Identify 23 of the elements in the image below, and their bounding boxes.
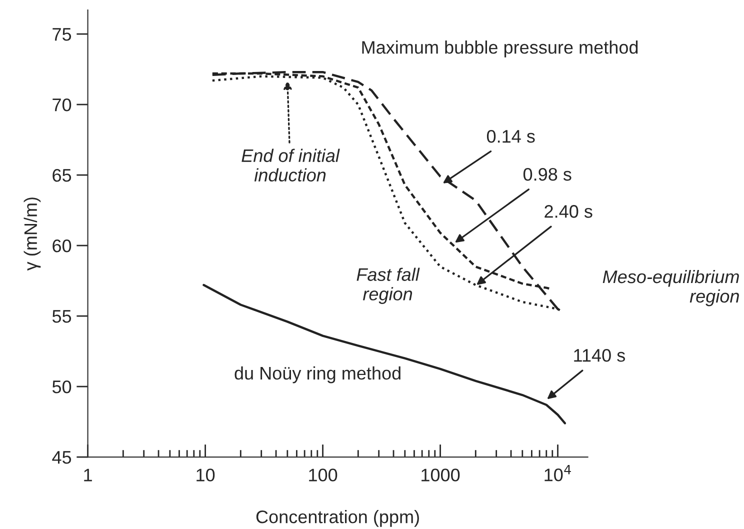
y-tick-label: 60 <box>52 239 72 252</box>
annotation: End of initial induction <box>242 148 340 182</box>
annotation: Maximum bubble pressure method <box>362 40 638 58</box>
x-tick-label: 10 <box>196 468 215 482</box>
x-tick-label: 100 <box>309 468 338 482</box>
annotation: 0.14 s <box>486 130 535 143</box>
annotation: Fast fall region <box>356 268 420 304</box>
annotation: 1140 s <box>574 348 625 362</box>
annotation: du Noüy ring method <box>234 366 400 384</box>
annotation: 2.40 s <box>544 205 592 218</box>
x-tick-label: 10$^{4}$ <box>544 465 571 482</box>
y-tick-label: 55 <box>52 310 72 323</box>
y-tick-label: 65 <box>52 168 72 182</box>
x-axis-title: Concentration (ppm) <box>256 510 419 527</box>
y-tick-label: 70 <box>52 98 72 112</box>
y-tick-label: 75 <box>52 28 72 41</box>
y-axis-title: γ (mN/m) <box>24 198 41 271</box>
annotation: 0.98 s <box>523 168 572 181</box>
text: Meso-equilibrium region <box>602 270 739 306</box>
x-tick-label: 1 <box>84 468 92 482</box>
y-tick-label: 50 <box>52 380 72 394</box>
x-tick-label: 1000 <box>422 468 460 482</box>
y-tick-label: 45 <box>52 451 72 464</box>
